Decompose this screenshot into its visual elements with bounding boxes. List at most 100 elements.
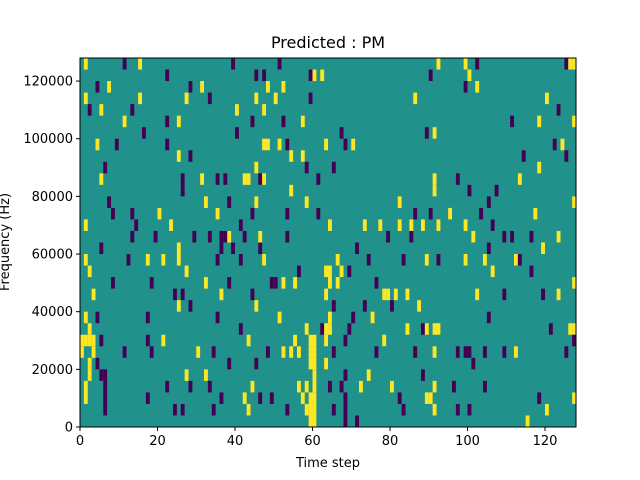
heatmap-cell [432,403,437,416]
heatmap-cell [161,254,166,266]
heatmap-cell [235,104,239,116]
heatmap-cell [308,92,313,105]
x-tick-label: 40 [227,434,244,449]
heatmap-cell [95,357,100,370]
heatmap-cell [266,81,270,93]
heatmap-cell [277,311,282,324]
heatmap-cell [246,334,251,347]
heatmap-cell [95,81,100,93]
heatmap-cell [409,219,414,231]
heatmap-cell [285,403,290,416]
heatmap-cell [83,334,88,347]
heatmap-cell [405,288,410,301]
heatmap-cell [475,81,480,93]
heatmap-cell [328,380,332,393]
heatmap-cell [409,230,414,243]
heatmap-cell [204,196,208,208]
heatmap-cell [397,219,402,231]
heatmap-cell [355,415,360,427]
heatmap-cell [204,369,208,381]
heatmap-cell [262,254,267,266]
heatmap-cell [130,104,135,116]
x-tick-label: 60 [304,434,321,449]
heatmap-cell [269,277,274,289]
heatmap-cell [250,115,255,128]
heatmap-cell [483,346,487,358]
heatmap-cell [130,230,135,243]
heatmap-cell [436,58,441,70]
heatmap-cell [83,311,88,324]
heatmap-cell [289,150,294,162]
heatmap-cell [254,300,259,312]
heatmap-cell [262,138,267,151]
heatmap-cell [312,403,317,416]
heatmap-cell [312,357,317,370]
heatmap-cell [111,277,115,289]
heatmap-cell [262,69,267,82]
heatmap-cell [242,230,247,243]
heatmap-cell [111,207,115,220]
heatmap-cell [300,115,305,128]
heatmap-cell [219,230,224,243]
heatmap-cell [386,288,391,301]
heatmap-cell [99,242,104,255]
heatmap-cell [207,230,212,243]
heatmap-cell [227,357,232,370]
heatmap-cell [91,288,96,301]
heatmap-cell [405,323,410,335]
heatmap-cell [455,346,460,358]
heatmap-cell [517,173,522,185]
y-tick-label: 120000 [23,75,73,90]
heatmap-cell [312,415,317,427]
heatmap-cell [289,346,294,358]
heatmap-cell [432,323,437,335]
heatmap-cell [281,277,286,289]
heatmap-cell [378,219,383,231]
heatmap-cell [285,138,290,151]
heatmap-cell [80,346,84,358]
heatmap-cell [362,300,367,312]
heatmap-cell [107,196,112,208]
heatmap-cell [483,254,487,266]
heatmap-cell [103,403,108,416]
heatmap-cell [184,92,189,105]
heatmap-cell [138,58,143,70]
heatmap-cell [324,138,329,151]
heatmap-cell [486,196,491,208]
heatmap-cell [165,138,170,151]
x-tick-label: 120 [533,434,558,449]
heatmap-cell [471,357,476,370]
heatmap-cell [448,207,453,220]
heatmap-cell [219,288,224,301]
heatmap-cell [176,300,181,312]
heatmap-cell [390,380,394,393]
y-tick-label: 0 [65,421,73,436]
heatmap-cell [161,334,166,347]
heatmap-cell [254,196,259,208]
y-tick-label: 80000 [32,190,73,205]
heatmap-cell [397,196,402,208]
heatmap-cell [207,380,212,393]
heatmap-cell [463,254,468,266]
heatmap-cell [572,196,577,208]
heatmap-cell [312,69,317,82]
y-tick-label: 60000 [32,248,73,263]
heatmap-cell [467,184,472,197]
heatmap-cell [572,277,577,289]
heatmap-cell [176,115,181,128]
heatmap-cell [328,265,332,278]
heatmap-cell [258,392,263,404]
heatmap-cell [374,346,379,358]
heatmap-cell [467,403,472,416]
heatmap-cell [331,161,336,174]
heatmap-cell [343,369,348,381]
plot-area [79,57,577,428]
heatmap-cell [289,184,294,197]
heatmap-cell [157,207,162,220]
heatmap-cell [242,392,247,404]
heatmap-cell [219,242,224,255]
heatmap-cell [138,92,143,105]
heatmap-cell [421,323,425,335]
heatmap-cell [142,127,146,139]
heatmap-cell [281,346,286,358]
